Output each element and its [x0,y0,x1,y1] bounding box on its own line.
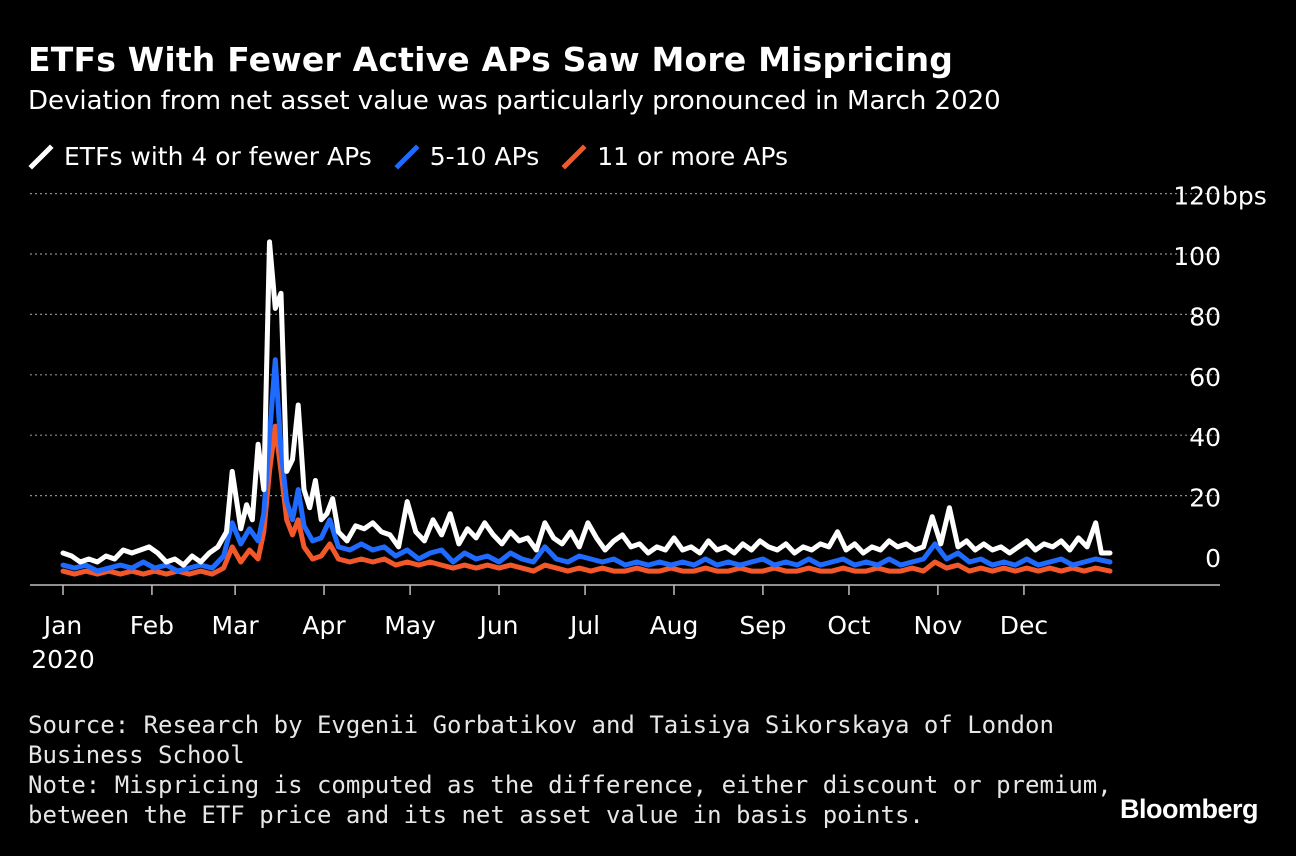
legend-swatch-icon [28,143,54,170]
x-tick-label: Aug [650,611,699,640]
note-line: Note: Mispricing is computed as the diff… [28,771,1112,799]
x-tick-label: Feb [130,611,174,640]
line-chart: 0 20 40 60 80 100 120 bps Jan Feb Mar Apr May Jun Jul A… [30,182,1267,674]
x-year-label: 2020 [31,645,95,674]
chart-subtitle: Deviation from net asset value was parti… [28,86,1001,116]
series-line-2 [60,423,1113,577]
y-tick-label: 100 [1173,242,1221,271]
x-tick-label: Dec [1000,611,1048,640]
y-tick-label: 0 [1205,544,1221,573]
bloomberg-logo: Bloomberg [1119,794,1259,824]
x-tick-label: Sep [739,611,786,640]
legend-item-5-10: 5-10 APs [394,142,539,171]
legend-label: ETFs with 4 or fewer APs [64,142,372,171]
legend-swatch-icon [561,143,587,170]
x-tick-label: Oct [827,611,870,640]
x-tick-label: Mar [212,611,260,640]
y-unit-label: bps [1222,182,1267,211]
x-tick-label: Jan [42,611,83,640]
y-tick-label: 120 [1173,182,1221,211]
y-tick-label: 40 [1189,423,1221,452]
footnote: Source: Research by Evgenii Gorbatikov a… [28,710,1112,830]
x-tick-label: Jun [477,611,518,640]
source-line: Source: Research by Evgenii Gorbatikov a… [28,711,1054,739]
series-line-1 [60,357,1113,574]
series-line-0 [60,239,1113,568]
note-line: between the ETF price and its net asset … [28,801,924,829]
legend-item-4-or-fewer: ETFs with 4 or fewer APs [28,142,372,171]
y-tick-label: 20 [1189,484,1221,513]
y-tick-label: 80 [1189,302,1221,331]
chart-title: ETFs With Fewer Active APs Saw More Misp… [28,40,954,79]
legend-swatch-icon [394,143,420,170]
legend: ETFs with 4 or fewer APs 5-10 APs 11 or … [28,142,810,171]
legend-item-11-or-more: 11 or more APs [561,142,788,171]
x-tick-label: Jul [568,611,600,640]
source-line: Business School [28,741,245,769]
x-tick-label: May [384,611,436,640]
y-tick-label: 60 [1189,363,1221,392]
legend-label: 11 or more APs [597,142,788,171]
legend-label: 5-10 APs [429,142,540,171]
x-tick-label: Nov [913,611,962,640]
x-tick-label: Apr [302,611,346,640]
